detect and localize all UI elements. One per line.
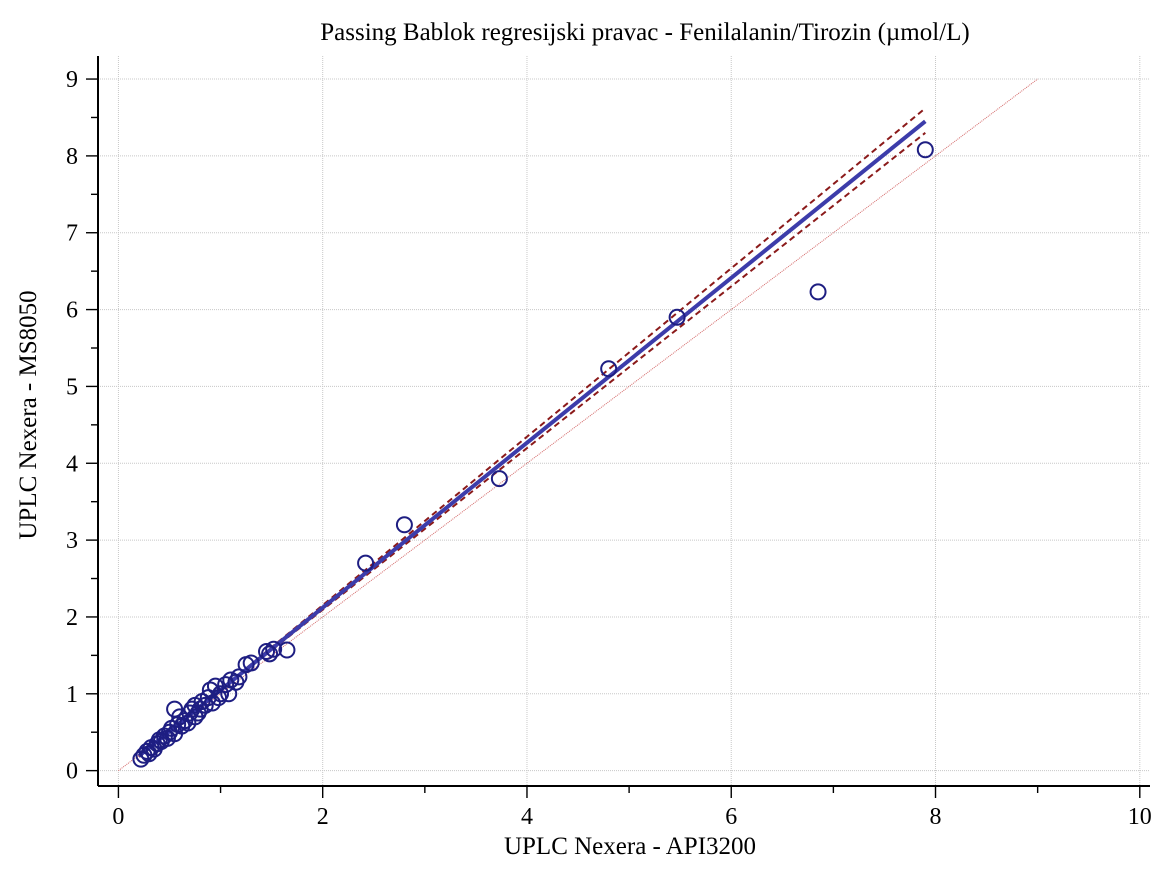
data-point: [258, 643, 276, 661]
y-tick-label: 1: [66, 682, 78, 708]
y-tick-label: 0: [66, 759, 78, 785]
x-tick-label: 0: [112, 804, 124, 830]
y-tick-label: 3: [66, 528, 78, 554]
data-point: [261, 645, 279, 663]
data-point: [600, 360, 618, 378]
x-tick-label: 2: [317, 804, 329, 830]
data-point: [230, 668, 248, 686]
x-tick-label: 4: [521, 804, 533, 830]
x-tick-label: 6: [725, 804, 737, 830]
data-point: [212, 685, 230, 703]
y-tick-label: 8: [66, 144, 78, 170]
regression-line: [137, 119, 927, 758]
y-axis-label: UPLC Nexera - MS8050: [15, 290, 42, 539]
data-point: [278, 641, 296, 659]
grid-layer: [98, 56, 1150, 786]
point-layer: [132, 141, 934, 768]
data-point: [490, 470, 508, 488]
x-tick-label: 8: [930, 804, 942, 830]
y-tick-label: 4: [66, 451, 78, 477]
identity-line: [118, 78, 1038, 772]
axis-layer: 0 2 4 6 8 10 0 1 2 3 4 5 6 7 8 9: [66, 56, 1152, 830]
x-tick-label: 10: [1128, 804, 1152, 830]
data-point: [196, 696, 214, 714]
data-point: [668, 308, 686, 326]
y-tick-label: 6: [66, 298, 78, 324]
y-tick-label: 7: [66, 221, 78, 247]
confidence-lower-line: [138, 132, 926, 757]
line-layer: [118, 78, 1038, 772]
y-tick-label: 2: [66, 605, 78, 631]
chart-title: Passing Bablok regresijski pravac - Feni…: [320, 19, 970, 46]
y-tick-label: 9: [66, 67, 78, 93]
y-tick-label: 5: [66, 374, 78, 400]
data-point: [265, 640, 283, 658]
data-point: [395, 516, 413, 534]
data-point: [242, 654, 260, 672]
data-point: [809, 283, 827, 301]
data-point: [916, 141, 934, 159]
x-axis-label: UPLC Nexera - API3200: [504, 833, 756, 860]
data-point: [217, 676, 235, 694]
data-point: [357, 554, 375, 572]
